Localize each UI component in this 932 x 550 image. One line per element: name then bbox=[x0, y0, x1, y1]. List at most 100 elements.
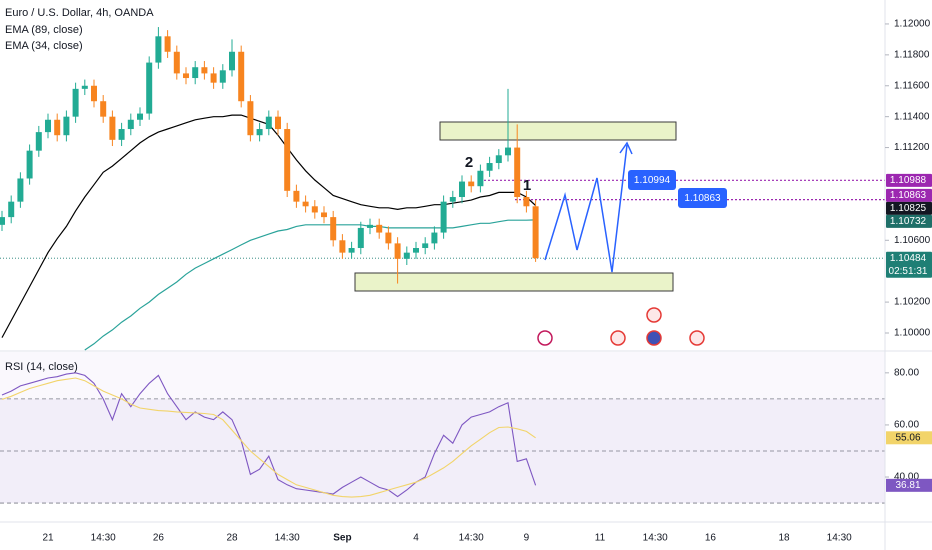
candle-body bbox=[8, 201, 15, 218]
x-tick-label: 14:30 bbox=[275, 533, 300, 544]
callout-box bbox=[678, 188, 727, 208]
candle-body bbox=[459, 181, 465, 198]
candle-body bbox=[127, 119, 134, 130]
candle-body bbox=[385, 232, 392, 244]
y-tick-label: 1.10600 bbox=[894, 235, 931, 246]
y-tick-label: 80.00 bbox=[894, 367, 919, 378]
event-icon[interactable] bbox=[537, 330, 553, 346]
x-tick-label: 16 bbox=[705, 533, 717, 544]
price-badge bbox=[886, 201, 932, 215]
event-icon[interactable] bbox=[689, 330, 705, 346]
candle-body bbox=[81, 85, 88, 89]
x-tick-label: 28 bbox=[226, 533, 238, 544]
x-tick-label: 14:30 bbox=[91, 533, 116, 544]
candle-body bbox=[311, 206, 318, 213]
y-tick-label: 60.00 bbox=[894, 420, 919, 431]
axes: 21 14:30 26 28 14:30 Sep 4 14:30 9 11 14:30 16 18 14:… bbox=[42, 19, 930, 544]
x-tick-label: Sep bbox=[333, 533, 351, 544]
candle-body bbox=[357, 227, 364, 249]
candle-body bbox=[330, 217, 337, 241]
rsi-line bbox=[1, 377, 536, 498]
candle-body bbox=[118, 129, 125, 140]
projection-arrow bbox=[619, 141, 633, 155]
rsi-badge bbox=[886, 431, 932, 445]
x-tick-label: 21 bbox=[42, 533, 54, 544]
y-tick-label: 1.10000 bbox=[894, 328, 931, 339]
candle-body bbox=[293, 190, 300, 202]
x-tick-label: 18 bbox=[778, 533, 790, 544]
candle-body bbox=[210, 73, 217, 83]
price-badge bbox=[886, 251, 932, 278]
candle-body bbox=[486, 163, 493, 171]
candle-body bbox=[376, 224, 383, 233]
candle-body bbox=[54, 119, 61, 136]
candle-body bbox=[72, 88, 79, 117]
candle-body bbox=[422, 243, 429, 249]
rsi-line bbox=[1, 372, 537, 498]
support-zone bbox=[354, 272, 674, 292]
ema-line bbox=[84, 219, 536, 351]
candle-body bbox=[247, 101, 254, 136]
candle-body bbox=[229, 51, 235, 71]
price-badge-label: 1.10484 bbox=[890, 253, 927, 264]
event-icon[interactable] bbox=[646, 330, 662, 346]
wave-label: 1 bbox=[523, 177, 531, 194]
candle-body bbox=[440, 201, 447, 233]
price-badge bbox=[886, 188, 932, 202]
x-tick-label: 14:30 bbox=[827, 533, 852, 544]
candle-body bbox=[146, 62, 153, 114]
x-tick-label: 9 bbox=[524, 533, 530, 544]
candle-body bbox=[183, 73, 189, 79]
candle-body bbox=[109, 116, 116, 140]
event-icon[interactable] bbox=[646, 307, 662, 323]
countdown: 02:51:31 bbox=[889, 266, 928, 277]
candle-body bbox=[302, 201, 309, 207]
candle-body bbox=[532, 206, 539, 259]
y-tick-label: 1.11200 bbox=[894, 142, 930, 153]
candle-body bbox=[137, 113, 143, 120]
price-badge-label: 1.10825 bbox=[890, 203, 927, 214]
legend-entry: EMA (89, close) bbox=[5, 24, 83, 36]
chart-title: Euro / U.S. Dollar, 4h, OANDA bbox=[5, 7, 154, 19]
candle-body bbox=[35, 132, 42, 151]
candle-body bbox=[201, 67, 208, 74]
price-badge-label: 1.10988 bbox=[890, 175, 927, 186]
rsi-upper-shade bbox=[0, 352, 885, 399]
rsi-title: RSI (14, close) bbox=[5, 361, 78, 373]
candle-body bbox=[523, 197, 530, 207]
price-badge bbox=[886, 173, 932, 187]
candle-body bbox=[403, 252, 410, 259]
candle-body bbox=[275, 116, 281, 130]
candle-body bbox=[219, 70, 226, 83]
wave-label: 2 bbox=[465, 154, 473, 171]
candle-body bbox=[505, 147, 511, 156]
candle-body bbox=[17, 178, 24, 202]
rsi-badge bbox=[886, 478, 932, 492]
candle-body bbox=[394, 243, 401, 259]
y-tick-label: 1.12000 bbox=[894, 19, 931, 30]
y-tick-label: 1.11600 bbox=[894, 80, 930, 91]
event-icon[interactable] bbox=[610, 330, 626, 346]
candle-body bbox=[431, 232, 438, 244]
price-badge bbox=[886, 214, 932, 228]
candle-body bbox=[367, 224, 373, 228]
rsi-background bbox=[0, 352, 885, 504]
candle-body bbox=[45, 119, 51, 133]
candle-body bbox=[413, 248, 419, 253]
x-tick-label: 4 bbox=[413, 533, 419, 544]
candle-body bbox=[63, 116, 70, 136]
candle-body bbox=[91, 85, 97, 102]
candle-body bbox=[348, 248, 355, 253]
candle-body bbox=[164, 36, 171, 52]
x-tick-label: 14:30 bbox=[643, 533, 668, 544]
candle-body bbox=[265, 116, 272, 130]
y-tick-label: 40.00 bbox=[894, 472, 919, 483]
candle-body bbox=[100, 101, 107, 117]
candle-body bbox=[321, 212, 327, 218]
candle-body bbox=[514, 147, 521, 198]
candle-body bbox=[238, 51, 245, 102]
candle-body bbox=[284, 129, 291, 191]
candles bbox=[0, 27, 539, 284]
callout-text: 1.10863 bbox=[684, 193, 721, 204]
